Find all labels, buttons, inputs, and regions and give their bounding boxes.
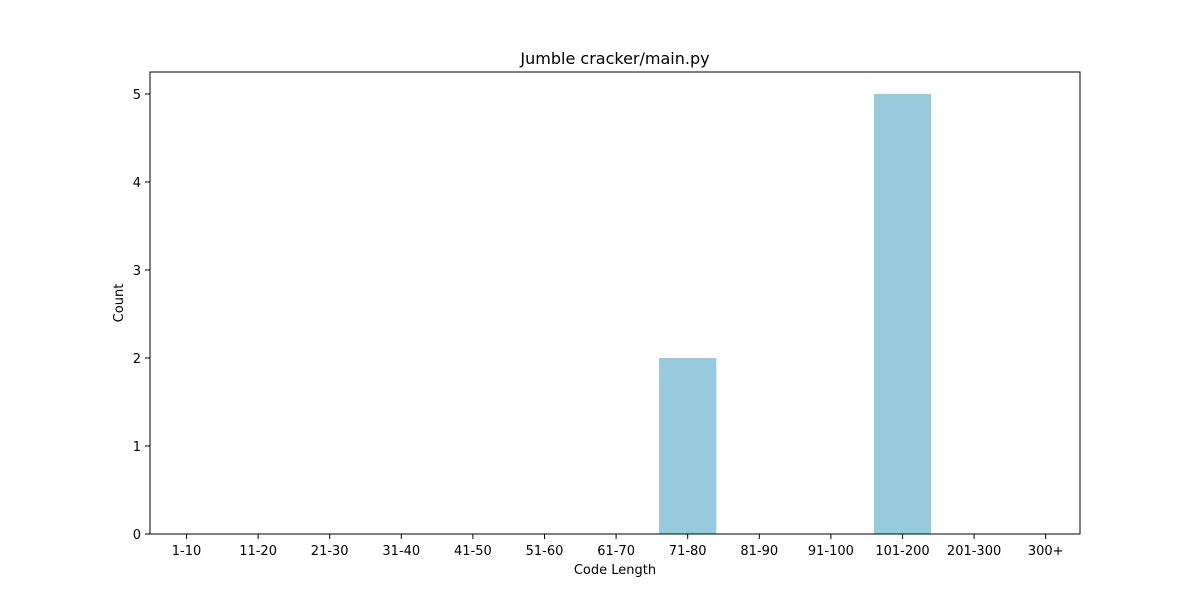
x-tick-label: 81-90 (740, 544, 778, 559)
x-tick-label: 1-10 (172, 544, 202, 559)
x-tick-label: 21-30 (311, 544, 349, 559)
x-tick-label: 11-20 (239, 544, 277, 559)
x-tick-label: 91-100 (808, 544, 854, 559)
chart-title: Jumble cracker/main.py (519, 49, 709, 68)
x-tick-label: 51-60 (526, 544, 564, 559)
x-tick-label: 300+ (1028, 544, 1064, 559)
y-tick-label: 5 (133, 88, 141, 103)
x-axis-label: Code Length (574, 563, 656, 578)
x-tick-label: 61-70 (597, 544, 635, 559)
x-tick-label: 101-200 (875, 544, 929, 559)
y-tick-label: 0 (133, 528, 141, 543)
bars-group (659, 94, 932, 534)
y-axis-label: Count (112, 284, 127, 323)
y-tick-label: 1 (133, 440, 141, 455)
y-tick-label: 3 (133, 264, 141, 279)
y-tick-label: 2 (133, 352, 141, 367)
y-tick-label: 4 (133, 176, 141, 191)
x-tick-label: 71-80 (669, 544, 707, 559)
bar-101-200 (873, 94, 932, 534)
x-tick-label: 31-40 (382, 544, 420, 559)
x-tick-label: 41-50 (454, 544, 492, 559)
y-axis: 0 1 2 3 4 5 (133, 88, 150, 543)
plot-frame (149, 71, 1081, 535)
bar-71-80 (659, 358, 717, 534)
x-tick-label: 201-300 (947, 544, 1001, 559)
x-axis: 1-10 11-20 21-30 31-40 41-50 51-60 61-70 71-80 8… (172, 534, 1064, 559)
